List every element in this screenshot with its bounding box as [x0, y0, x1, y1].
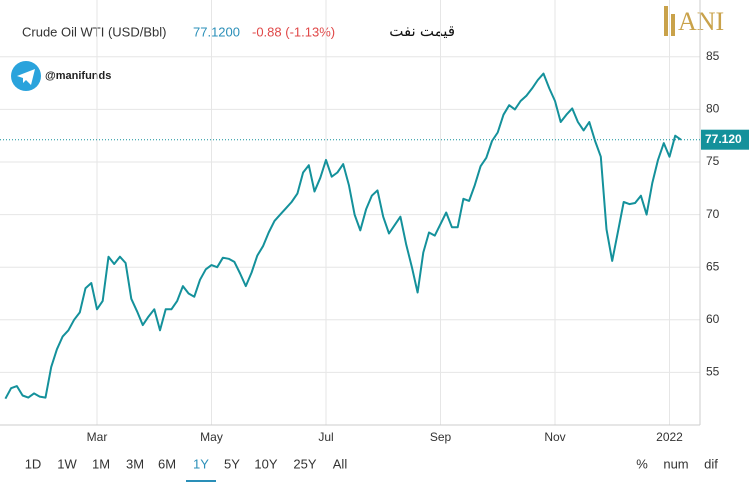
- change: -0.88 (-1.13%): [252, 24, 335, 39]
- last-price-tag: [701, 129, 749, 150]
- x-tick-label: 2022: [656, 430, 683, 444]
- annotation: قیمت نفت: [389, 23, 455, 40]
- price-line: [4, 72, 682, 400]
- range-button[interactable]: 1Y: [193, 456, 209, 471]
- logo: ANI: [664, 6, 724, 36]
- range-button[interactable]: 1W: [57, 456, 77, 471]
- y-tick-label: 75: [706, 154, 720, 168]
- last-price-label: 77.120: [705, 132, 742, 146]
- view-button[interactable]: %: [636, 456, 648, 471]
- range-button[interactable]: All: [333, 456, 348, 471]
- x-tick-label: Jul: [318, 430, 333, 444]
- telegram-icon: [11, 61, 41, 91]
- y-tick-label: 65: [706, 259, 720, 273]
- view-button[interactable]: num: [663, 456, 688, 471]
- range-button[interactable]: 1D: [25, 456, 42, 471]
- range-button[interactable]: 6M: [158, 456, 176, 471]
- range-button[interactable]: 1M: [92, 456, 110, 471]
- range-button[interactable]: 10Y: [254, 456, 277, 471]
- y-tick-label: 70: [706, 207, 720, 221]
- range-button[interactable]: 5Y: [224, 456, 240, 471]
- logo-text: ANI: [678, 7, 724, 36]
- x-tick-label: Mar: [87, 430, 108, 444]
- watermark: @manifunds: [45, 70, 111, 82]
- y-tick-label: 80: [706, 102, 720, 116]
- x-tick-label: Nov: [544, 430, 565, 444]
- y-tick-label: 55: [706, 365, 720, 379]
- x-tick-label: Sep: [430, 430, 452, 444]
- view-button[interactable]: dif: [704, 456, 718, 471]
- range-button[interactable]: 3M: [126, 456, 144, 471]
- y-tick-label: 85: [706, 49, 720, 63]
- y-tick-label: 60: [706, 312, 720, 326]
- chart-title: Crude Oil WTI (USD/Bbl): [22, 24, 166, 39]
- price: 77.1200: [193, 24, 240, 39]
- range-button[interactable]: 25Y: [293, 456, 316, 471]
- x-tick-label: May: [200, 430, 223, 444]
